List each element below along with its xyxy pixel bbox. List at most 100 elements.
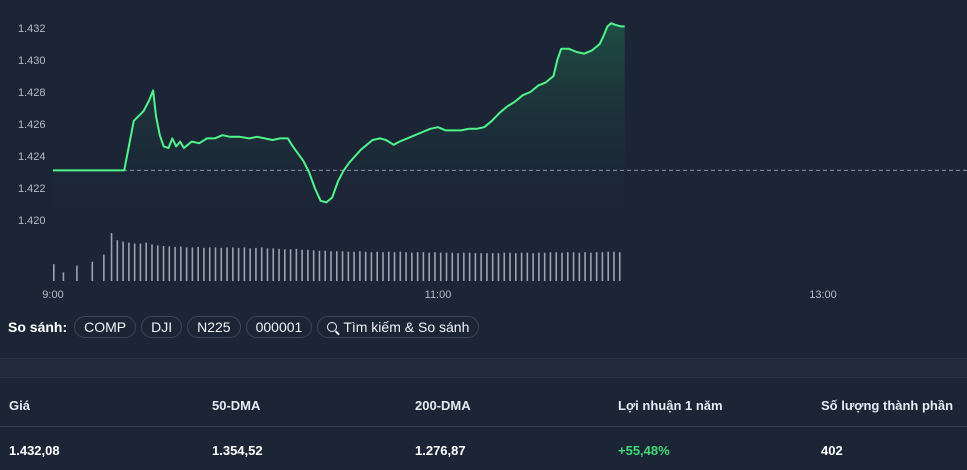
compare-chip-000001[interactable]: 000001	[245, 316, 313, 338]
volume-bar	[607, 251, 609, 281]
volume-bar	[543, 252, 546, 281]
volume-bar	[486, 253, 488, 281]
search-compare-button[interactable]: Tìm kiếm & So sánh	[317, 316, 480, 338]
volume-bar	[359, 251, 361, 281]
volume-bar	[503, 252, 506, 281]
volume-bar	[387, 251, 390, 281]
volume-bar	[497, 253, 500, 281]
volume-bar	[226, 247, 228, 281]
search-compare-label: Tìm kiếm & So sánh	[343, 319, 470, 335]
volume-bar	[330, 251, 332, 281]
volume-bar	[62, 272, 65, 281]
volume-bar	[103, 254, 105, 281]
stat-header-200dma: 200-DMA	[415, 398, 471, 413]
compare-chip-n225[interactable]: N225	[187, 316, 241, 338]
volume-bar	[457, 253, 459, 281]
volume-bar	[156, 245, 159, 281]
volume-bar	[572, 252, 575, 281]
volume-bar	[197, 246, 199, 281]
volume-bar	[307, 249, 309, 281]
volume-bar	[255, 247, 257, 281]
volume-bar	[468, 252, 471, 281]
volume-bar	[416, 252, 419, 281]
volume-bar	[318, 250, 321, 281]
volume-bar	[480, 253, 482, 281]
volume-bar	[428, 252, 430, 281]
compare-chip-dji[interactable]: DJI	[141, 316, 183, 338]
volume-bar	[364, 251, 367, 281]
volume-bar	[278, 248, 280, 281]
price-chart[interactable]: 1.432 1.430 1.428 1.426 1.424 1.422 1.420 9:00 1…	[0, 0, 967, 310]
volume-bar	[549, 252, 552, 281]
y-tick-label: 1.430	[18, 55, 46, 67]
volume-bar	[133, 243, 136, 281]
stats-table: Giá 50-DMA 200-DMA Lợi nhuận 1 năm Số lư…	[0, 377, 967, 470]
volume-bar	[203, 247, 205, 281]
volume-bar	[208, 247, 211, 281]
volume-bar	[214, 247, 217, 281]
chip-label: COMP	[84, 319, 127, 335]
volume-bar	[618, 252, 621, 281]
stat-value-1y-return: +55,48%	[618, 443, 670, 458]
volume-bar	[289, 249, 292, 281]
volume-bar	[122, 241, 124, 281]
chip-label: 000001	[255, 319, 303, 335]
volume-bar	[180, 246, 182, 281]
volume-bar	[249, 248, 251, 281]
volume-bar	[474, 253, 477, 281]
volume-bar	[370, 252, 373, 281]
stats-separator	[0, 426, 967, 427]
volume-bar	[532, 253, 534, 281]
volume-bar	[561, 252, 563, 281]
volume-bar	[110, 233, 113, 281]
volume-bar	[191, 247, 194, 281]
chip-label: N225	[197, 319, 231, 335]
volume-bar	[341, 251, 344, 281]
volume-bar	[335, 251, 338, 281]
volume-bar	[434, 252, 436, 281]
volume-bar	[284, 249, 286, 281]
compare-chip-comp[interactable]: COMP	[74, 316, 137, 338]
volume-bar	[393, 252, 396, 281]
stat-value-200dma: 1.276,87	[415, 443, 466, 458]
volume-bar	[185, 247, 188, 281]
y-tick-label: 1.424	[18, 151, 46, 163]
volume-bar	[272, 248, 275, 281]
volume-bar	[312, 250, 315, 281]
section-divider	[0, 358, 967, 378]
y-tick-label: 1.426	[18, 119, 46, 131]
volume-bar	[174, 246, 176, 281]
volume-bar	[526, 252, 529, 281]
x-tick-label: 13:00	[809, 289, 837, 301]
volume-bar	[463, 252, 465, 281]
volume-bar	[491, 253, 494, 281]
volume-bar	[595, 252, 598, 281]
volume-bar	[91, 261, 94, 281]
volume-bar	[613, 251, 615, 281]
volume-bar	[509, 252, 511, 281]
volume-bar	[53, 264, 55, 281]
volume-bar	[411, 252, 413, 281]
volume-bar	[601, 252, 604, 281]
chip-label: DJI	[151, 319, 173, 335]
volume-bar	[590, 252, 592, 281]
volume-bar	[451, 252, 454, 281]
volume-bar	[399, 251, 402, 281]
search-icon	[327, 322, 338, 332]
volume-bar	[422, 252, 425, 281]
volume-bar	[243, 247, 246, 281]
volume-bar	[128, 242, 130, 281]
compare-label: So sánh:	[8, 319, 68, 335]
y-tick-label: 1.428	[18, 87, 46, 99]
volume-bar	[382, 252, 384, 281]
volume-bar	[139, 243, 142, 281]
volume-bar	[578, 252, 581, 281]
volume-bar	[151, 244, 153, 281]
volume-bar	[260, 247, 263, 281]
chart-svg: 1.432 1.430 1.428 1.426 1.424 1.422 1.420 9:00 1…	[18, 22, 967, 301]
volume-bar	[116, 240, 119, 281]
volume-bar	[232, 247, 234, 281]
stat-header-1y-return: Lợi nhuận 1 năm	[618, 398, 723, 413]
y-tick-label: 1.432	[18, 23, 46, 35]
volume-bar	[237, 247, 240, 281]
